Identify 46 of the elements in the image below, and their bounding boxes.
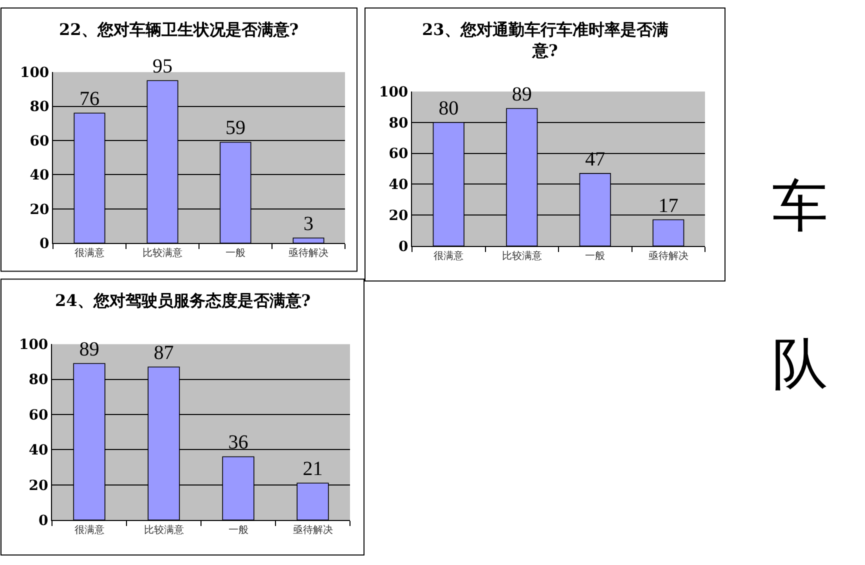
data-label: 95 <box>152 56 172 78</box>
x-tick-label: 一般 <box>585 251 606 262</box>
x-tick-label: 比较满意 <box>144 524 184 536</box>
x-tick-label: 亟待解决 <box>288 247 328 260</box>
y-tick-label: 40 <box>388 177 408 194</box>
data-label: 89 <box>512 84 532 106</box>
chart-title: 23、您对通勤车行车准时率是否满意? <box>422 20 668 60</box>
data-label: 76 <box>80 88 100 110</box>
y-tick-label: 60 <box>28 407 48 424</box>
x-tick-label: 一般 <box>228 525 248 536</box>
y-tick-label: 80 <box>30 99 50 116</box>
y-tick-label: 80 <box>388 115 408 132</box>
x-tick-label: 比较满意 <box>142 247 182 260</box>
data-label: 87 <box>154 342 174 364</box>
y-tick-label: 40 <box>28 442 48 459</box>
y-tick-label: 0 <box>39 236 50 252</box>
chart-title: 22、您对车辆卫生状况是否满意? <box>59 20 299 39</box>
y-tick-label: 100 <box>378 84 408 100</box>
text: 队 <box>772 334 828 396</box>
data-label: 89 <box>79 338 100 361</box>
data-label: 59 <box>226 117 246 140</box>
y-tick-label: 20 <box>30 202 50 218</box>
x-tick-label: 亟待解决 <box>292 524 333 536</box>
data-label: 36 <box>228 432 248 454</box>
data-label: 17 <box>658 194 678 217</box>
x-tick-label: 很满意 <box>74 524 104 536</box>
chart-title: 24、您对驾驶员服务态度是否满意? <box>55 291 311 310</box>
data-label: 80 <box>438 97 459 120</box>
y-tick-label: 20 <box>388 208 408 224</box>
y-tick-label: 20 <box>28 478 48 494</box>
text: 车 <box>772 176 828 238</box>
x-tick-label: 一般 <box>226 248 246 260</box>
y-tick-label: 80 <box>28 372 48 388</box>
y-tick-label: 60 <box>30 133 50 150</box>
y-tick-label: 60 <box>388 146 408 162</box>
y-tick-label: 100 <box>18 337 48 354</box>
data-label: 3 <box>304 212 314 235</box>
y-tick-label: 100 <box>20 65 50 82</box>
x-tick-label: 很满意 <box>434 250 464 262</box>
x-tick-label: 比较满意 <box>502 250 542 262</box>
x-tick-label: 很满意 <box>74 247 104 260</box>
x-tick-label: 亟待解决 <box>648 250 688 262</box>
y-tick-label: 0 <box>38 512 48 529</box>
y-tick-label: 40 <box>30 168 50 184</box>
y-tick-label: 0 <box>398 238 408 255</box>
data-label: 21 <box>302 458 323 480</box>
